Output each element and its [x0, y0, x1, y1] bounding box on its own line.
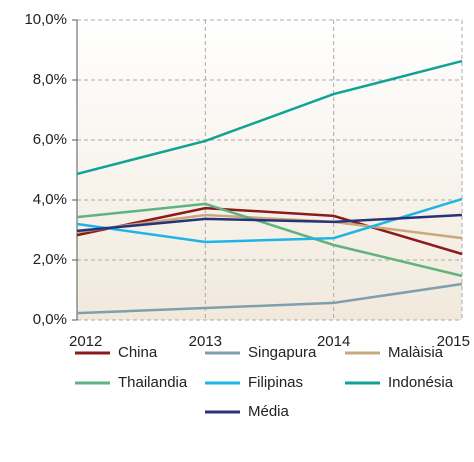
x-tick-label: 2015 [437, 333, 470, 350]
y-tick-label: 8,0% [33, 71, 67, 88]
series-line [76, 206, 463, 256]
series-line [76, 213, 463, 240]
series-line [76, 202, 463, 278]
y-tick-label: 2,0% [33, 251, 67, 268]
plot-background [77, 20, 462, 320]
legend-label: Indonésia [388, 374, 454, 391]
legend-label: Singapura [248, 344, 317, 361]
x-tick-label: 2012 [69, 333, 102, 350]
series-line [76, 59, 463, 176]
series-line [76, 282, 463, 315]
x-tick-label: 2014 [317, 333, 350, 350]
series-line [76, 213, 463, 233]
legend-label: Média [248, 403, 290, 420]
y-tick-label: 0,0% [33, 311, 67, 328]
legend-label: Thailandia [118, 374, 188, 391]
x-tick-label: 2013 [189, 333, 222, 350]
legend-label: Malàisia [388, 344, 444, 361]
legend-label: Filipinas [248, 374, 303, 391]
y-tick-label: 4,0% [33, 191, 67, 208]
y-tick-label: 6,0% [33, 131, 67, 148]
y-tick-label: 10,0% [24, 11, 67, 28]
legend-label: China [118, 344, 158, 361]
